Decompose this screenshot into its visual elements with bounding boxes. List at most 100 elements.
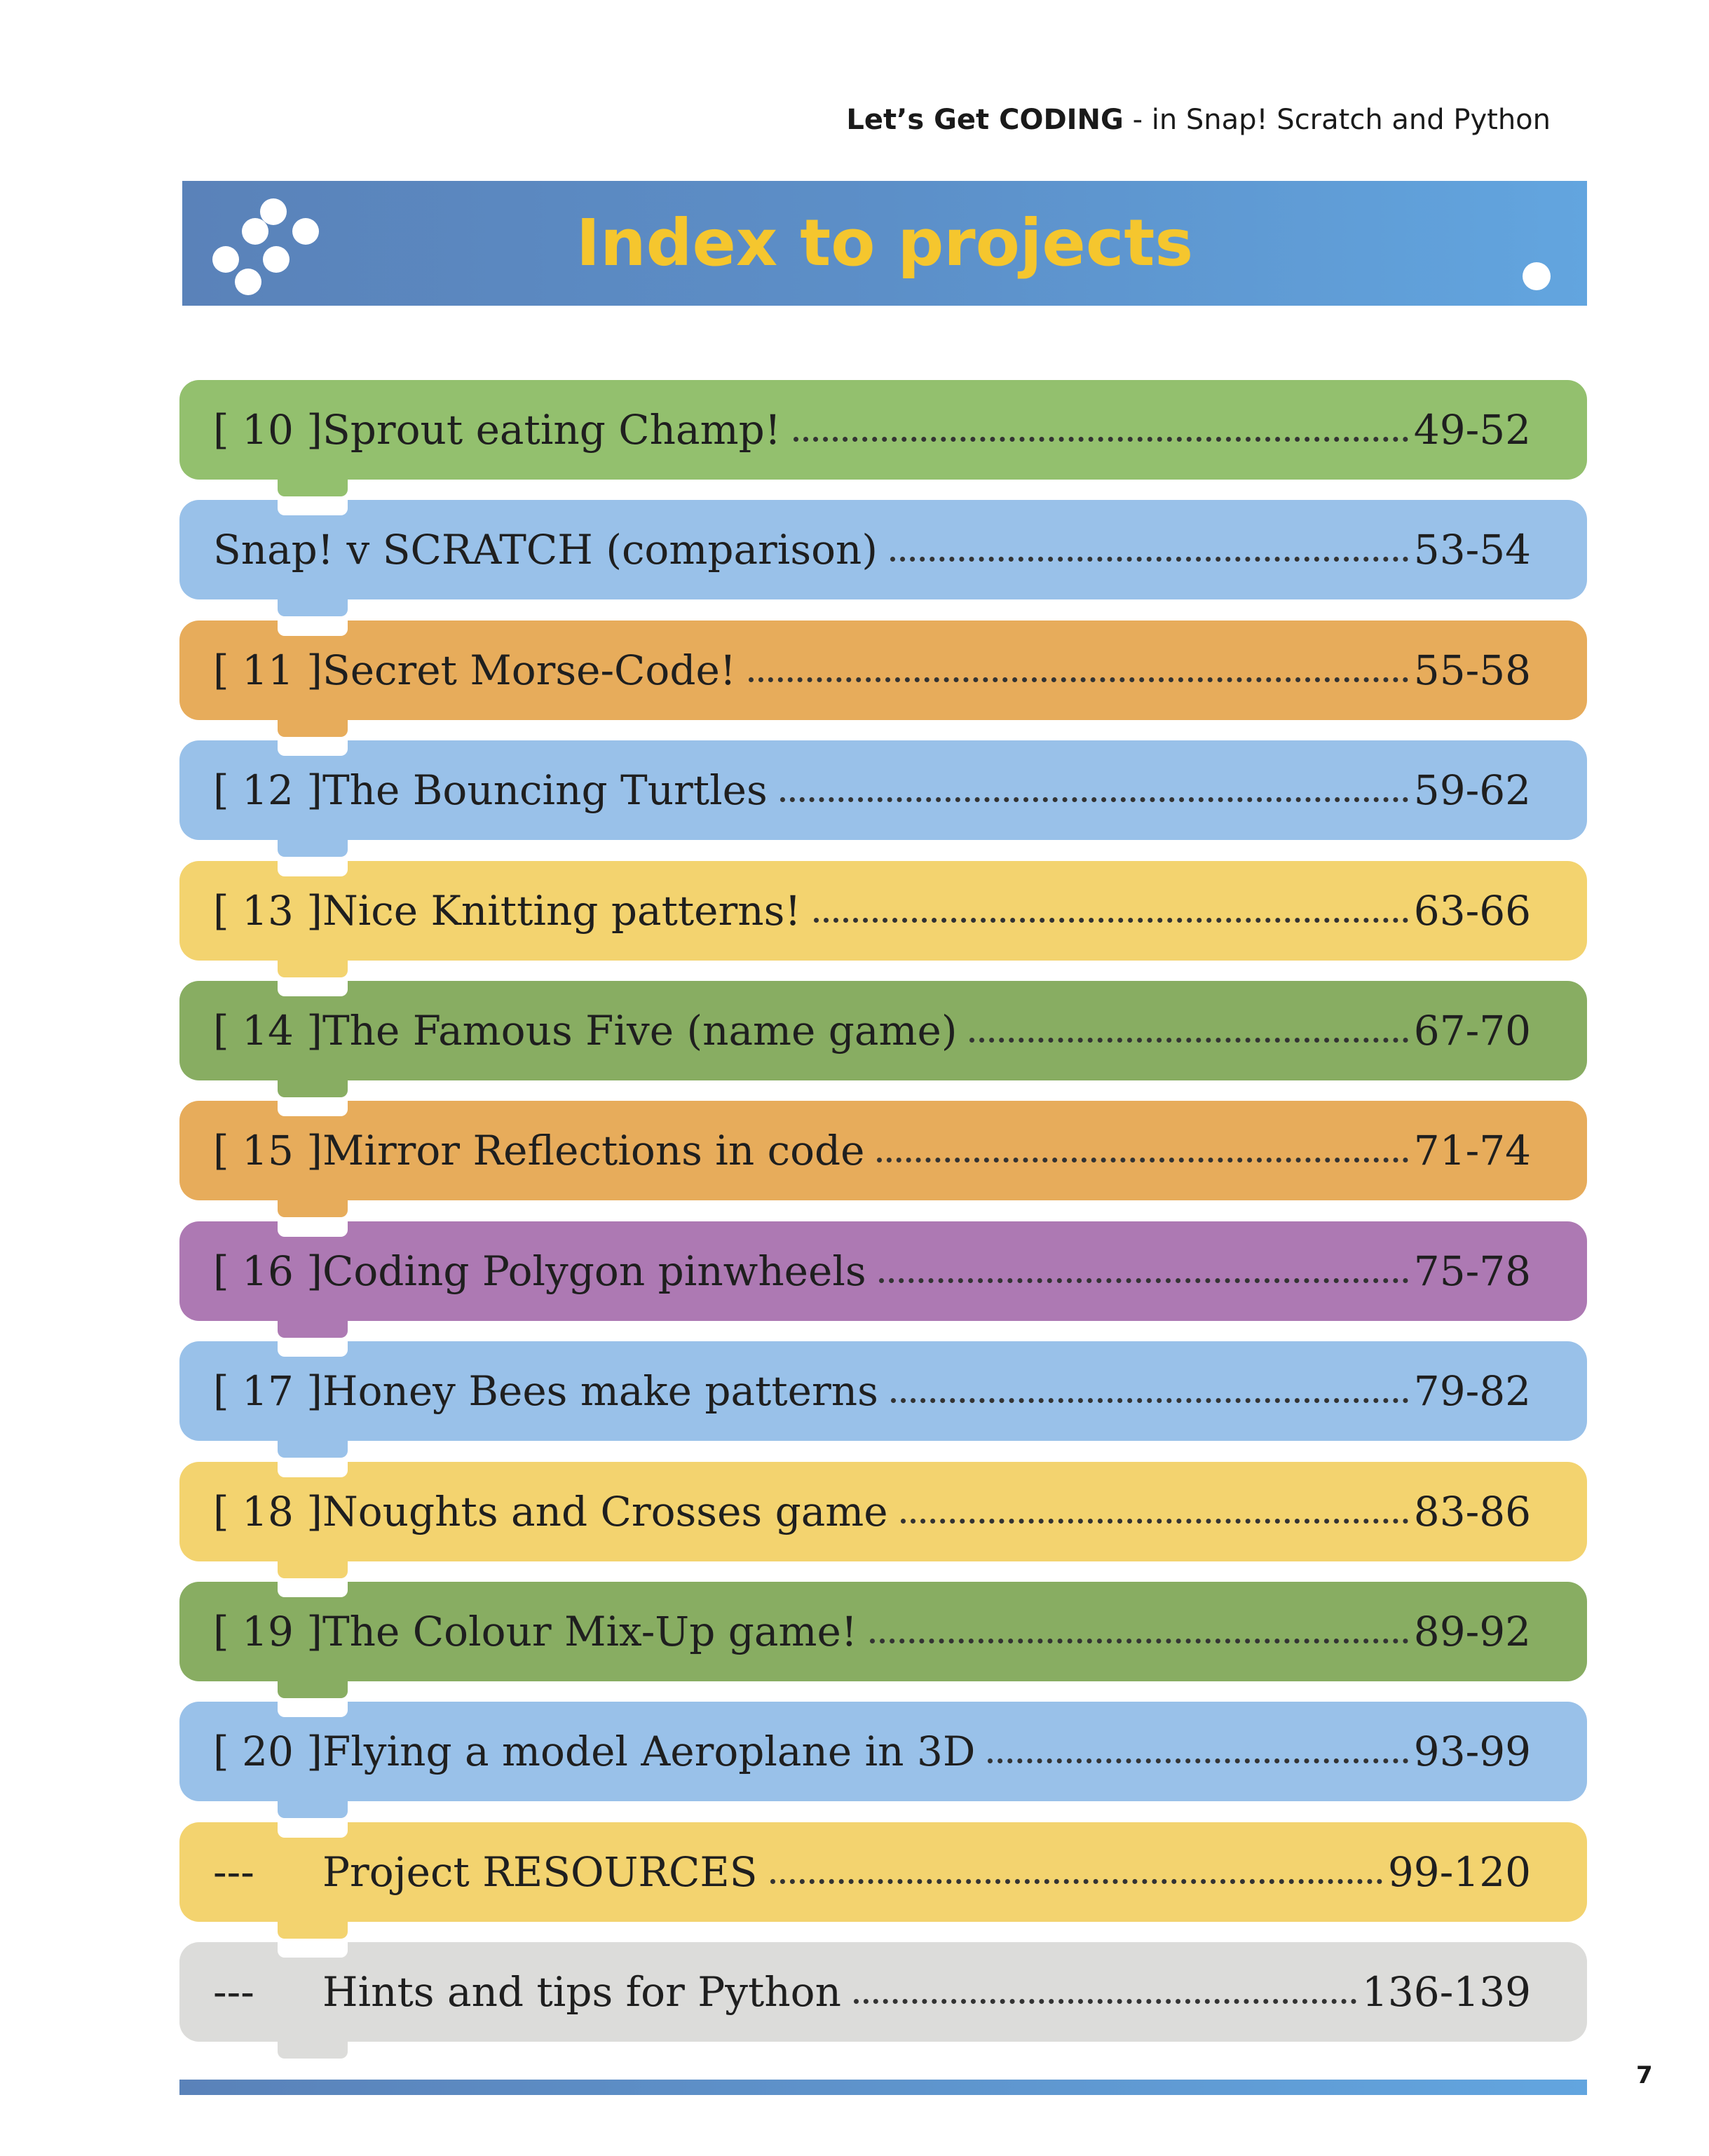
running-head-title: Let’s Get CODING: [846, 104, 1124, 136]
row-tab: [278, 1321, 348, 1338]
row-tab: [278, 599, 348, 616]
project-number: [ 16 ]: [213, 1247, 322, 1295]
toc-row[interactable]: Snap! v SCRATCH (comparison) 53-54: [179, 500, 1587, 616]
dot-leader: [779, 796, 1408, 802]
row-text: [ 13 ] Nice Knitting patterns! 63-66: [213, 861, 1531, 961]
toc-row[interactable]: [ 20 ] Flying a model Aeroplane in 3D 93-9…: [179, 1702, 1587, 1818]
row-notch: [278, 1702, 348, 1717]
page-range: 99-120: [1387, 1848, 1531, 1896]
footer-bar: [179, 2080, 1587, 2095]
page-range: 49-52: [1413, 406, 1531, 454]
project-number: [ 10 ]: [213, 406, 322, 454]
page-range: 55-58: [1413, 646, 1531, 694]
row-notch: [278, 621, 348, 636]
row-notch: [278, 1582, 348, 1597]
banner-dot-icon: [1523, 262, 1551, 290]
running-head: Let’s Get CODING - in Snap! Scratch and …: [846, 104, 1551, 136]
page-range: 83-86: [1413, 1488, 1531, 1535]
dot-leader: [969, 1037, 1408, 1043]
toc-row[interactable]: [ 12 ] The Bouncing Turtles 59-62: [179, 740, 1587, 857]
row-bar: [179, 861, 1587, 961]
toc-row[interactable]: [ 17 ] Honey Bees make patterns 79-82: [179, 1341, 1587, 1458]
project-number: [ 14 ]: [213, 1007, 322, 1055]
project-number: [ 15 ]: [213, 1127, 322, 1174]
row-text: [ 15 ] Mirror Reflections in code 71-74: [213, 1101, 1531, 1200]
dot-leader: [813, 917, 1408, 923]
row-notch: [278, 1942, 348, 1958]
row-text: [ 18 ] Noughts and Crosses game 83-86: [213, 1462, 1531, 1561]
row-bar: [179, 380, 1587, 480]
page-range: 79-82: [1413, 1367, 1531, 1415]
project-title: Mirror Reflections in code: [322, 1127, 865, 1174]
project-title: Secret Morse-Code!: [322, 646, 737, 694]
row-tab: [278, 2042, 348, 2059]
row-notch: [278, 740, 348, 756]
project-title: Honey Bees make patterns: [322, 1367, 878, 1415]
row-notch: [278, 1221, 348, 1237]
toc-row[interactable]: [ 10 ] Sprout eating Champ! 49-52: [179, 380, 1587, 496]
page-range: 63-66: [1413, 887, 1531, 935]
row-tab: [278, 1080, 348, 1097]
row-tab: [278, 1200, 348, 1217]
row-notch: [278, 1822, 348, 1838]
project-number: ---: [213, 1968, 254, 2016]
row-notch: [278, 500, 348, 515]
page-range: 93-99: [1413, 1728, 1531, 1775]
row-text: [ 11 ] Secret Morse-Code! 55-58: [213, 621, 1531, 720]
dots-logo-icon: [212, 198, 319, 295]
project-number: [ 18 ]: [213, 1488, 322, 1535]
dot-leader: [749, 677, 1408, 682]
row-bar: [179, 1702, 1587, 1801]
index-banner: Index to projects: [182, 181, 1587, 306]
dot-leader: [794, 436, 1408, 442]
row-tab: [278, 720, 348, 737]
project-title: The Bouncing Turtles: [322, 766, 768, 814]
row-bar: [179, 740, 1587, 840]
toc-row[interactable]: [ 15 ] Mirror Reflections in code 71-74: [179, 1101, 1587, 1217]
row-notch: [278, 1462, 348, 1477]
page-range: 89-92: [1413, 1608, 1531, 1655]
page-range: 75-78: [1413, 1247, 1531, 1295]
row-tab: [278, 1441, 348, 1458]
row-bar: [179, 1341, 1587, 1441]
row-tab: [278, 1922, 348, 1939]
row-tab: [278, 480, 348, 496]
project-title: Sprout eating Champ!: [322, 406, 782, 454]
project-number: [ 13 ]: [213, 887, 322, 935]
row-text: [ 14 ] The Famous Five (name game) 67-70: [213, 981, 1531, 1080]
toc-row[interactable]: [ 11 ] Secret Morse-Code! 55-58: [179, 621, 1587, 737]
project-number: [ 12 ]: [213, 766, 322, 814]
project-title: The Famous Five (name game): [322, 1007, 958, 1055]
row-text: --- Hints and tips for Python 136-139: [213, 1942, 1531, 2042]
page-range: 136-139: [1361, 1968, 1531, 2016]
page-title: Index to projects: [576, 205, 1194, 280]
project-number: ---: [213, 1848, 254, 1896]
dot-leader: [890, 1397, 1408, 1403]
page-range: 53-54: [1413, 526, 1531, 574]
toc-row[interactable]: --- Project RESOURCES 99-120: [179, 1822, 1587, 1939]
page-range: 59-62: [1413, 766, 1531, 814]
toc-row[interactable]: [ 19 ] The Colour Mix-Up game! 89-92: [179, 1582, 1587, 1698]
toc-row[interactable]: [ 18 ] Noughts and Crosses game 83-86: [179, 1462, 1587, 1578]
row-text: [ 16 ] Coding Polygon pinwheels 75-78: [213, 1221, 1531, 1321]
toc-row[interactable]: [ 13 ] Nice Knitting patterns! 63-66: [179, 861, 1587, 977]
row-notch: [278, 981, 348, 996]
row-bar: [179, 1462, 1587, 1561]
dot-leader: [877, 1157, 1408, 1162]
project-number: [ 20 ]: [213, 1728, 322, 1775]
dot-leader: [853, 1998, 1356, 2004]
row-bar: [179, 621, 1587, 720]
project-title: Noughts and Crosses game: [322, 1488, 888, 1535]
dot-leader: [890, 556, 1408, 562]
row-text: [ 19 ] The Colour Mix-Up game! 89-92: [213, 1582, 1531, 1681]
row-text: [ 17 ] Honey Bees make patterns 79-82: [213, 1341, 1531, 1441]
toc-row[interactable]: --- Hints and tips for Python 136-139: [179, 1942, 1587, 2059]
toc-row[interactable]: [ 16 ] Coding Polygon pinwheels 75-78: [179, 1221, 1587, 1338]
row-bar: [179, 1221, 1587, 1321]
toc-row[interactable]: [ 14 ] The Famous Five (name game) 67-70: [179, 981, 1587, 1097]
row-notch: [278, 861, 348, 876]
project-title: Coding Polygon pinwheels: [322, 1247, 866, 1295]
project-number: [ 19 ]: [213, 1608, 322, 1655]
row-bar: [179, 1822, 1587, 1922]
dot-leader: [870, 1638, 1408, 1643]
